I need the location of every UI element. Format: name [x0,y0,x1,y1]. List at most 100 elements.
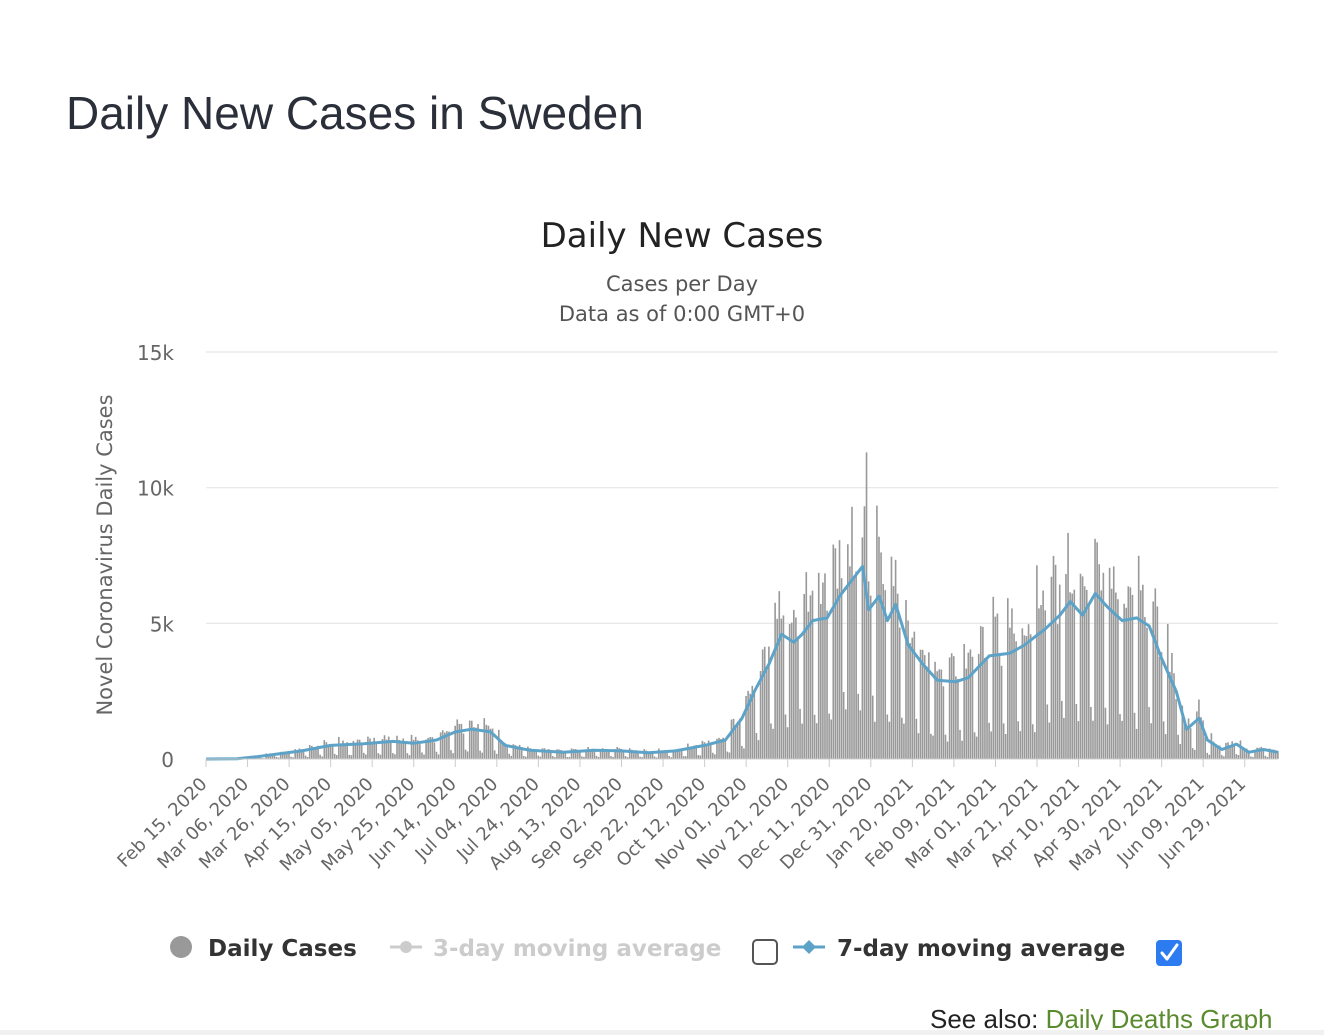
bar-daily-cases [776,618,778,759]
bar-daily-cases [847,544,849,759]
bar-daily-cases [820,604,822,759]
bar-daily-cases [736,721,739,759]
bar-daily-cases [616,746,619,759]
bar-daily-cases [1177,734,1179,759]
bar-daily-cases [429,737,432,759]
bar-daily-cases [450,750,452,759]
bar-daily-cases [934,661,936,759]
bar-daily-cases [423,754,425,759]
bar-daily-cases [1000,665,1003,759]
bar-daily-cases [982,626,984,759]
bar-daily-cases [614,749,616,759]
bar-daily-cases [1046,704,1049,759]
bar-daily-cases [319,754,321,759]
bar-daily-cases [1243,748,1246,759]
bar-daily-cases [633,750,635,759]
bar-daily-cases [387,736,390,759]
see-also: See also: Daily Deaths Graph [930,1004,1273,1035]
bar-daily-cases [863,506,866,759]
bar-daily-cases [1094,538,1096,759]
bar-daily-cases [1009,627,1011,759]
bar-daily-cases [1210,733,1213,759]
bar-daily-cases [273,754,276,759]
bar-daily-cases [427,737,429,759]
bar-daily-cases [797,636,799,759]
bar-daily-cases [1092,720,1094,759]
checkbox-7-day-avg-box[interactable] [1156,940,1182,966]
legend-marker-daily-cases [170,936,192,958]
bar-daily-cases [535,749,538,759]
bar-daily-cases [300,749,303,759]
bar-daily-cases [795,617,797,759]
bar-daily-cases [1146,627,1148,759]
bar-daily-cases [520,747,523,759]
bar-daily-cases [597,757,600,759]
bar-daily-cases [728,752,731,759]
bar-daily-cases [865,452,868,759]
y-tick-label: 0 [161,748,174,772]
bar-daily-cases [969,649,972,759]
bar-daily-cases [705,744,708,759]
bar-daily-cases [942,686,945,759]
bar-daily-cases [1117,599,1119,759]
bar-daily-cases [709,744,712,759]
bar-daily-cases [647,752,650,759]
bar-daily-cases [826,610,828,759]
bar-daily-cases [452,753,454,759]
bar-daily-cases [493,750,496,759]
bar-daily-cases [568,756,571,759]
bar-daily-cases [1270,749,1273,759]
bar-daily-cases [664,750,666,759]
bar-daily-cases [419,744,421,759]
bar-daily-cases [874,721,876,759]
legend-item-daily-cases[interactable]: Daily Cases [170,936,357,962]
bar-daily-cases [732,718,735,759]
bottom-divider [0,1030,1324,1035]
bar-daily-cases [487,725,490,759]
daily-deaths-graph-link[interactable]: Daily Deaths Graph [1045,1004,1273,1034]
bar-daily-cases [525,756,527,759]
bar-daily-cases [1193,749,1196,759]
bar-daily-cases [738,718,741,759]
bar-daily-cases [311,745,313,759]
bar-daily-cases [944,734,947,759]
bar-daily-cases [780,618,783,759]
bar-daily-cases [1013,633,1015,759]
checkbox-7-day-avg[interactable] [1156,940,1182,966]
bar-daily-cases [1252,757,1254,759]
bar-daily-cases [516,746,519,759]
bar-daily-cases [410,734,413,759]
bar-daily-cases [512,744,515,759]
bar-daily-cases [749,693,751,759]
bar-daily-cases [896,593,899,759]
bar-daily-cases [470,720,473,759]
bar-daily-cases [1017,721,1019,759]
bar-daily-cases [1085,589,1088,759]
bar-daily-cases [556,749,558,759]
bar-daily-cases [653,756,656,759]
legend-item-7-day-avg[interactable]: 7-day moving average [793,936,1125,962]
bar-daily-cases [304,755,307,759]
bar-daily-cases [325,742,328,759]
legend-item-3-day-avg[interactable]: 3-day moving average [390,936,721,962]
bar-daily-cases [932,735,934,759]
bar-daily-cases [1088,605,1090,759]
checkbox-3-day-avg[interactable] [752,939,778,965]
bar-daily-cases [433,742,436,759]
bar-daily-cases [315,748,317,759]
bar-daily-cases [1104,707,1107,759]
bar-daily-cases [965,668,968,759]
bar-daily-cases [495,753,498,759]
bar-daily-cases [308,744,311,759]
bar-daily-cases [836,588,839,759]
bar-daily-cases [286,752,288,759]
bar-daily-cases [1036,565,1038,759]
bar-daily-cases [952,656,955,759]
bar-daily-cases [570,748,573,759]
bar-daily-cases [857,693,860,759]
bar-daily-cases [1245,748,1248,759]
bar-daily-cases [917,733,920,759]
bar-daily-cases [1121,720,1123,759]
bar-daily-cases [1166,624,1169,759]
checkbox-3-day-avg-box[interactable] [752,939,778,965]
